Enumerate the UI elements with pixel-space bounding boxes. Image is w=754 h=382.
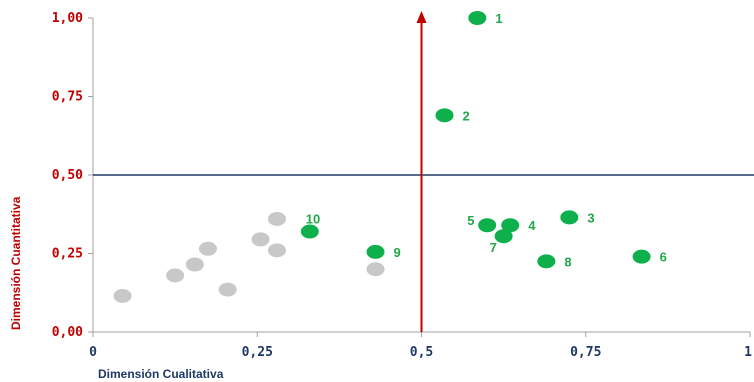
data-label: 8	[564, 254, 571, 269]
data-point-5	[478, 218, 497, 233]
data-point-gray	[366, 262, 385, 277]
data-label: 7	[490, 240, 497, 255]
data-point-gray	[185, 257, 204, 272]
data-point-9	[366, 244, 385, 259]
data-label: 5	[467, 213, 474, 228]
x-tick-label: 1	[744, 345, 752, 360]
y-tick-label: 0,00	[52, 325, 83, 340]
data-point-gray	[267, 211, 286, 226]
data-point-10	[300, 224, 319, 239]
x-tick-label: 0,5	[410, 345, 433, 360]
data-point-7	[494, 229, 513, 244]
data-point-gray	[218, 282, 237, 297]
y-tick-label: 0,50	[52, 168, 83, 183]
data-point-gray	[267, 243, 286, 258]
data-label: 10	[306, 212, 320, 227]
y-tick-label: 0,25	[52, 247, 83, 262]
data-label: 9	[394, 245, 401, 260]
data-point-3	[560, 210, 579, 225]
y-tick-label: 0,75	[52, 90, 83, 105]
data-label: 6	[660, 250, 667, 265]
data-point-gray	[166, 268, 185, 283]
data-label: 4	[528, 218, 536, 233]
y-axis-title: Dimensión Cuantitativa	[9, 196, 23, 330]
data-point-4	[501, 218, 520, 233]
x-axis-title: Dimensión Cualitativa	[98, 367, 224, 381]
data-point-gray	[198, 241, 217, 256]
data-label: 2	[462, 108, 469, 123]
arrow-head	[416, 11, 427, 23]
x-tick-label: 0,75	[570, 345, 601, 360]
data-point-gray	[251, 232, 270, 247]
data-point-6	[632, 249, 651, 264]
data-point-2	[435, 108, 454, 123]
data-label: 1	[495, 11, 502, 26]
data-point-gray	[113, 288, 132, 303]
y-tick-label: 1,00	[52, 11, 83, 26]
x-tick-label: 0,25	[242, 345, 273, 360]
data-label: 3	[587, 210, 594, 225]
data-point-8	[537, 254, 556, 269]
data-point-1	[468, 11, 487, 25]
x-tick-label: 0	[89, 345, 97, 360]
